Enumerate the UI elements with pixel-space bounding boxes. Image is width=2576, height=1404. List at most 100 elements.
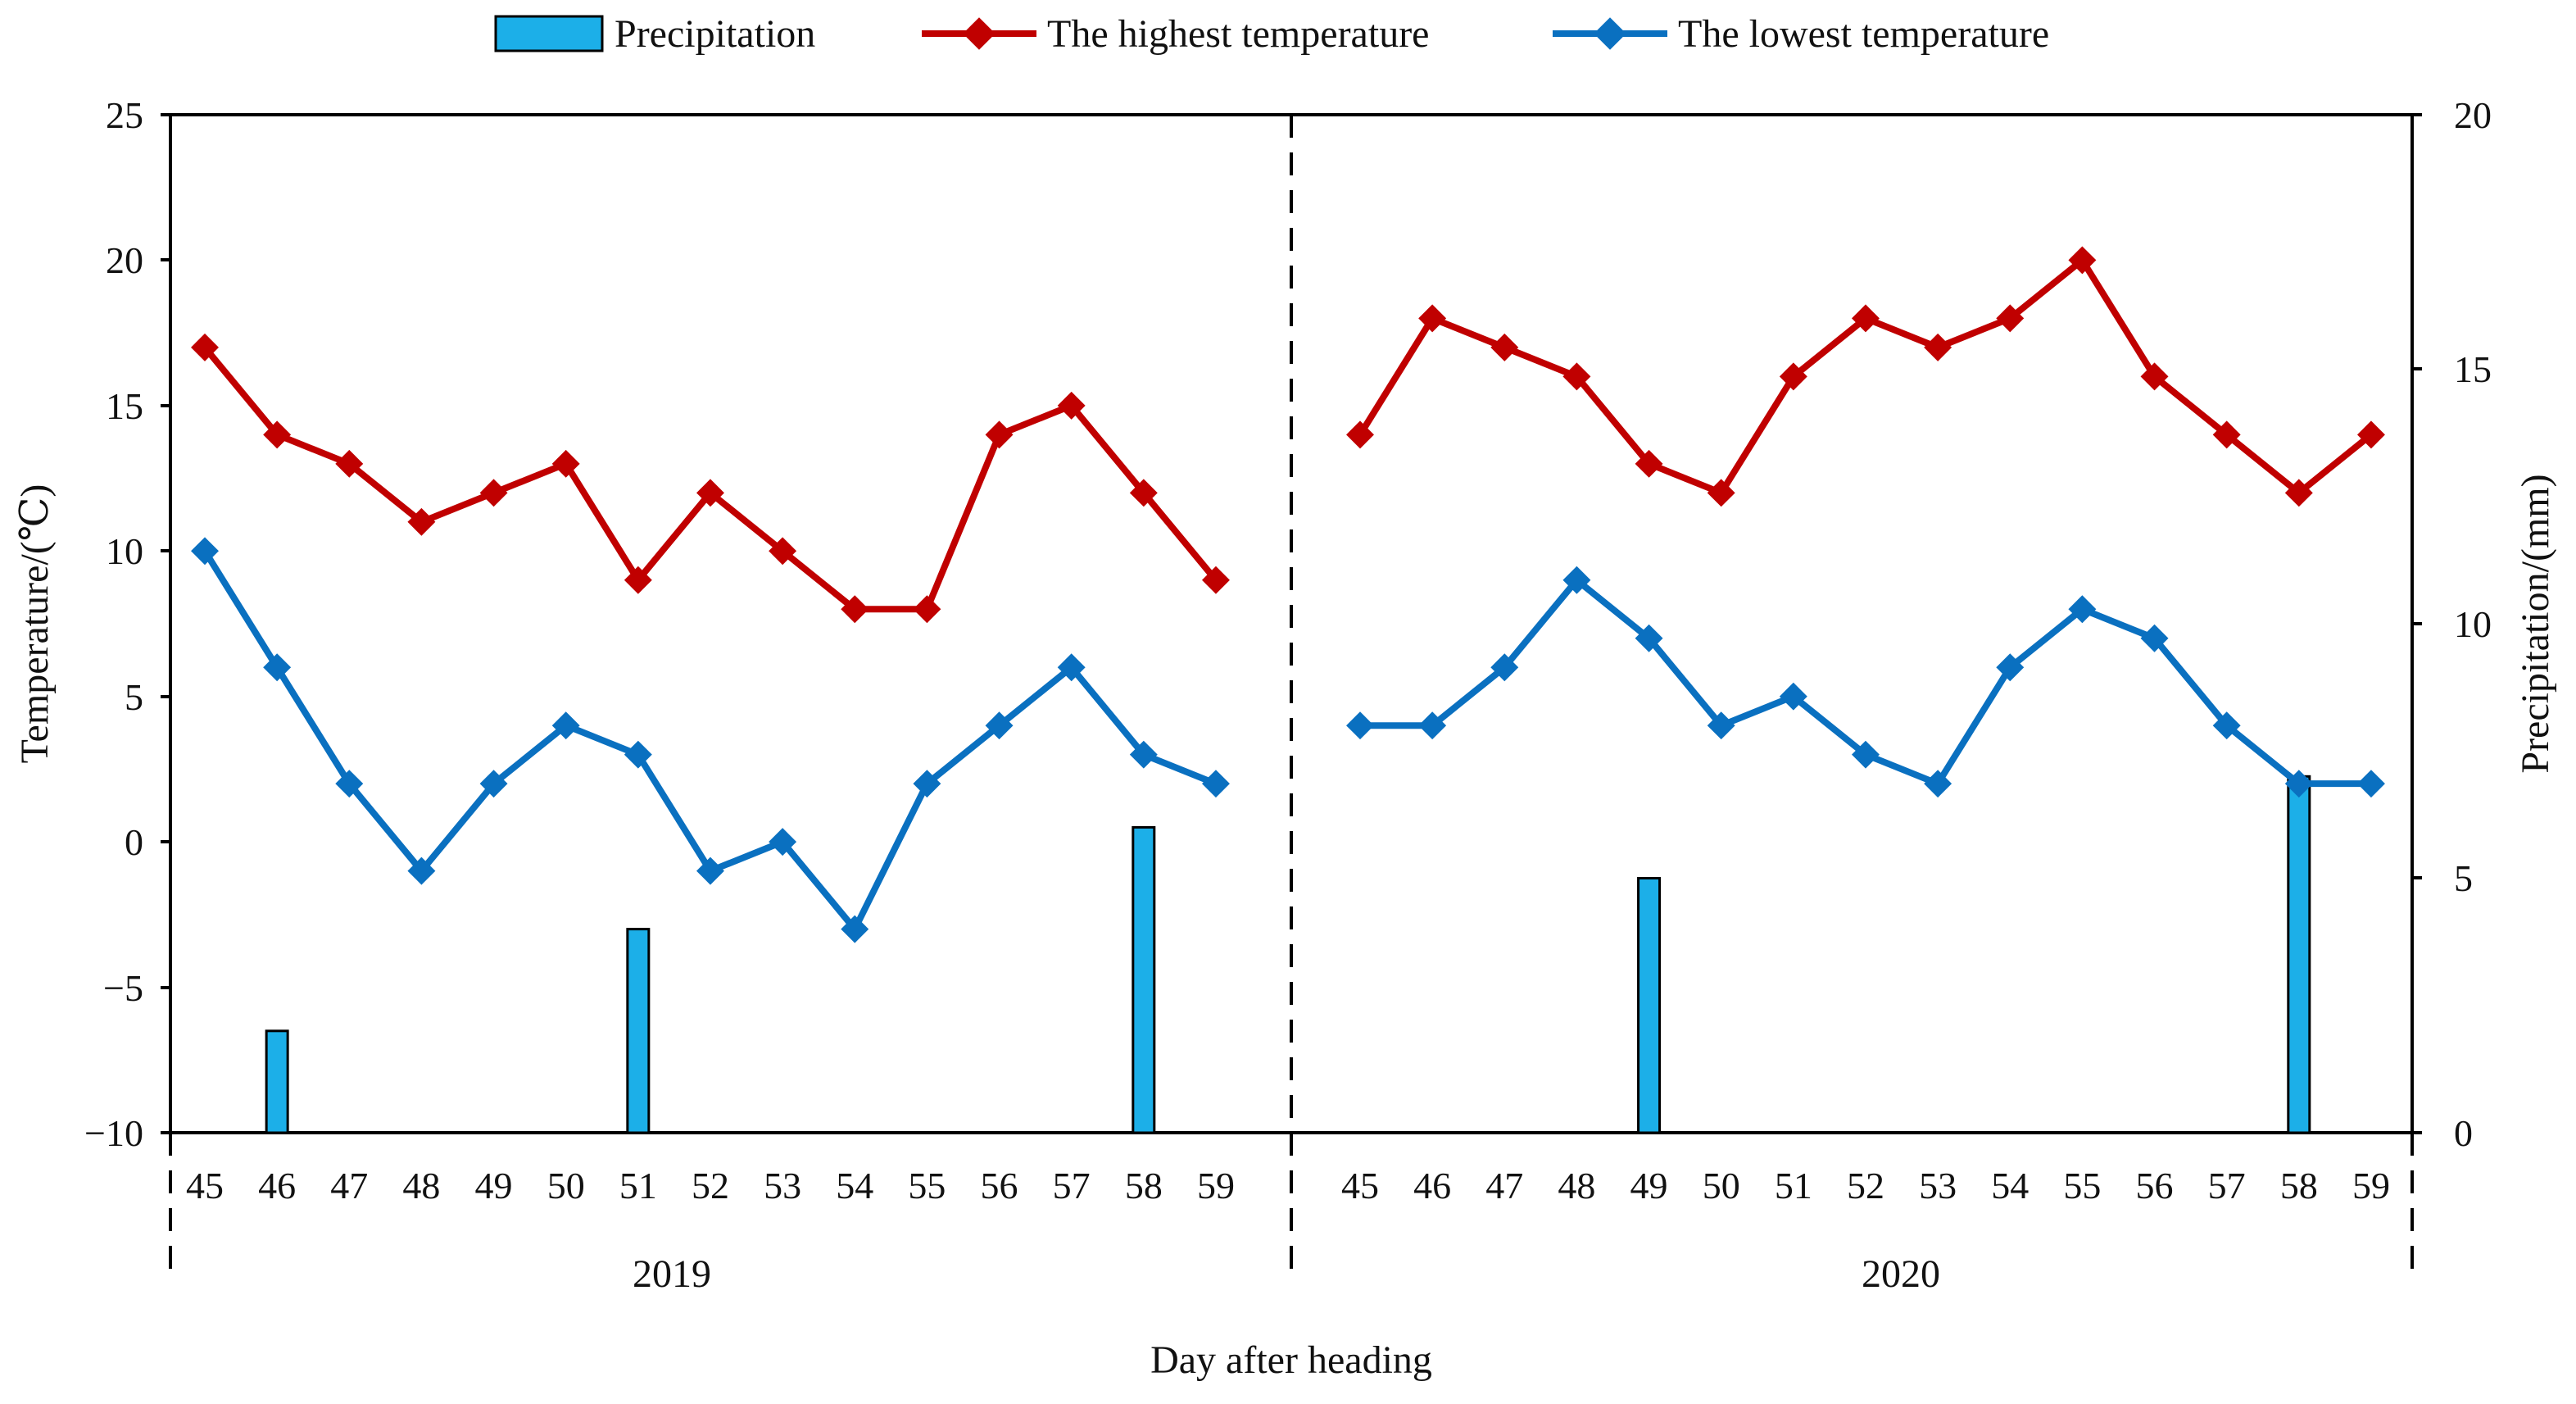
day-label: 46	[258, 1165, 296, 1206]
lowest-temp-marker	[1490, 653, 1519, 682]
precipitation-bar	[1637, 877, 1662, 1134]
day-label: 56	[2136, 1165, 2174, 1206]
lowest-temp-marker	[1129, 740, 1158, 769]
highest-temp-marker	[696, 479, 724, 507]
day-label: 54	[836, 1165, 873, 1206]
day-label: 52	[1847, 1165, 1884, 1206]
highest-temp-marker	[985, 420, 1014, 449]
year-label-2019: 2019	[633, 1252, 711, 1296]
highest-temp-marker	[551, 449, 580, 478]
highest-temp-marker	[1562, 362, 1591, 391]
day-label: 55	[2063, 1165, 2101, 1206]
day-tick-labels: 45 46 47 48 49 50 51 52 53 54 55 56 57 58 59 45 46 47 48 49…	[186, 1165, 2390, 1206]
lowest-temp-marker	[191, 537, 219, 566]
legend-lowest-marker	[1594, 17, 1626, 50]
day-label: 47	[330, 1165, 368, 1206]
day-label: 51	[1775, 1165, 1812, 1206]
left-tick-label: 20	[106, 239, 143, 281]
precipitation-bar	[2287, 775, 2311, 1134]
day-label: 46	[1413, 1165, 1451, 1206]
precipitation-bar	[1132, 825, 1156, 1134]
lowest-temp-marker	[407, 856, 436, 885]
right-tick-label: 0	[2454, 1112, 2473, 1154]
highest-temp-marker	[263, 420, 292, 449]
legend-highest-marker	[963, 17, 995, 50]
day-label: 59	[1197, 1165, 1235, 1206]
left-tick-label: 10	[106, 530, 143, 572]
day-label: 58	[2280, 1165, 2318, 1206]
highest-temp-marker	[1346, 420, 1374, 449]
highest-temp-marker	[1129, 479, 1158, 507]
legend: Precipitation The highest temperature Th…	[494, 12, 2049, 56]
day-label: 57	[1053, 1165, 1091, 1206]
x-axis-title: Day after heading	[1150, 1338, 1432, 1382]
lowest-temp-marker	[696, 856, 724, 885]
left-tick-label: 15	[106, 385, 143, 427]
plot-frame	[169, 113, 2414, 1283]
highest-temp-marker	[913, 595, 941, 624]
left-tick-label: 0	[125, 821, 143, 863]
right-tick-label: 5	[2454, 857, 2473, 899]
legend-lowest-label: The lowest temperature	[1678, 12, 2049, 56]
highest-temp-marker	[191, 333, 219, 361]
highest-temp-marker	[769, 537, 797, 566]
left-tick-label: −10	[84, 1112, 143, 1154]
left-tick-label: 25	[106, 94, 143, 136]
highest-temp-marker	[479, 479, 508, 507]
highest-temp-line-2019	[202, 345, 1219, 613]
day-label: 48	[402, 1165, 440, 1206]
lowest-temp-marker	[551, 711, 580, 740]
day-label: 53	[1919, 1165, 1957, 1206]
temperature-markers	[191, 246, 2385, 943]
day-label: 58	[1125, 1165, 1163, 1206]
lowest-temp-marker	[1201, 770, 1230, 798]
day-label: 47	[1485, 1165, 1523, 1206]
left-tick-label: 5	[125, 676, 143, 718]
day-label: 45	[1341, 1165, 1379, 1206]
day-label: 49	[475, 1165, 513, 1206]
left-axis-ticks: 25 20 15 10 5 0 −5 −10	[84, 94, 170, 1154]
right-axis-ticks: 20 15 10 5 0	[2412, 94, 2492, 1154]
temperature-lines	[202, 257, 2374, 933]
highest-temp-line-2020	[1357, 257, 2374, 497]
highest-temp-marker	[624, 566, 652, 594]
day-label: 52	[692, 1165, 729, 1206]
highest-temp-marker	[1490, 333, 1519, 361]
lowest-temp-marker	[1635, 624, 1663, 652]
right-axis-title: Precipitation/(mm)	[2514, 474, 2557, 773]
lowest-temp-marker	[1418, 711, 1447, 740]
right-tick-label: 20	[2454, 94, 2492, 136]
lowest-temp-marker	[624, 740, 652, 769]
day-label: 55	[908, 1165, 946, 1206]
day-label: 48	[1558, 1165, 1595, 1206]
day-label: 50	[547, 1165, 585, 1206]
day-label: 59	[2352, 1165, 2390, 1206]
lowest-temp-marker	[985, 711, 1014, 740]
highest-temp-marker	[1201, 566, 1230, 594]
lowest-temp-marker	[2356, 770, 2385, 798]
legend-precipitation-swatch	[494, 15, 604, 52]
right-tick-label: 15	[2454, 348, 2492, 390]
highest-temp-marker	[1418, 304, 1447, 333]
year-label-2020: 2020	[1862, 1252, 1940, 1296]
highest-temp-marker	[335, 449, 364, 478]
day-label: 56	[981, 1165, 1018, 1206]
precipitation-bar	[626, 928, 651, 1134]
lowest-temp-marker	[841, 915, 869, 943]
lowest-temp-marker	[1057, 653, 1086, 682]
day-label: 54	[1991, 1165, 2029, 1206]
lowest-temp-marker	[335, 770, 364, 798]
day-label: 50	[1703, 1165, 1740, 1206]
highest-temp-marker	[1924, 333, 1952, 361]
legend-precipitation-label: Precipitation	[615, 12, 815, 56]
right-tick-label: 10	[2454, 603, 2492, 645]
day-label: 49	[1630, 1165, 1668, 1206]
lowest-temp-marker	[1562, 566, 1591, 594]
legend-highest-label: The highest temperature	[1047, 12, 1429, 56]
lowest-temp-marker	[1346, 711, 1374, 740]
highest-temp-marker	[1057, 391, 1086, 420]
lowest-temp-marker	[263, 653, 292, 682]
precipitation-bars	[265, 775, 2311, 1134]
day-label: 53	[764, 1165, 801, 1206]
